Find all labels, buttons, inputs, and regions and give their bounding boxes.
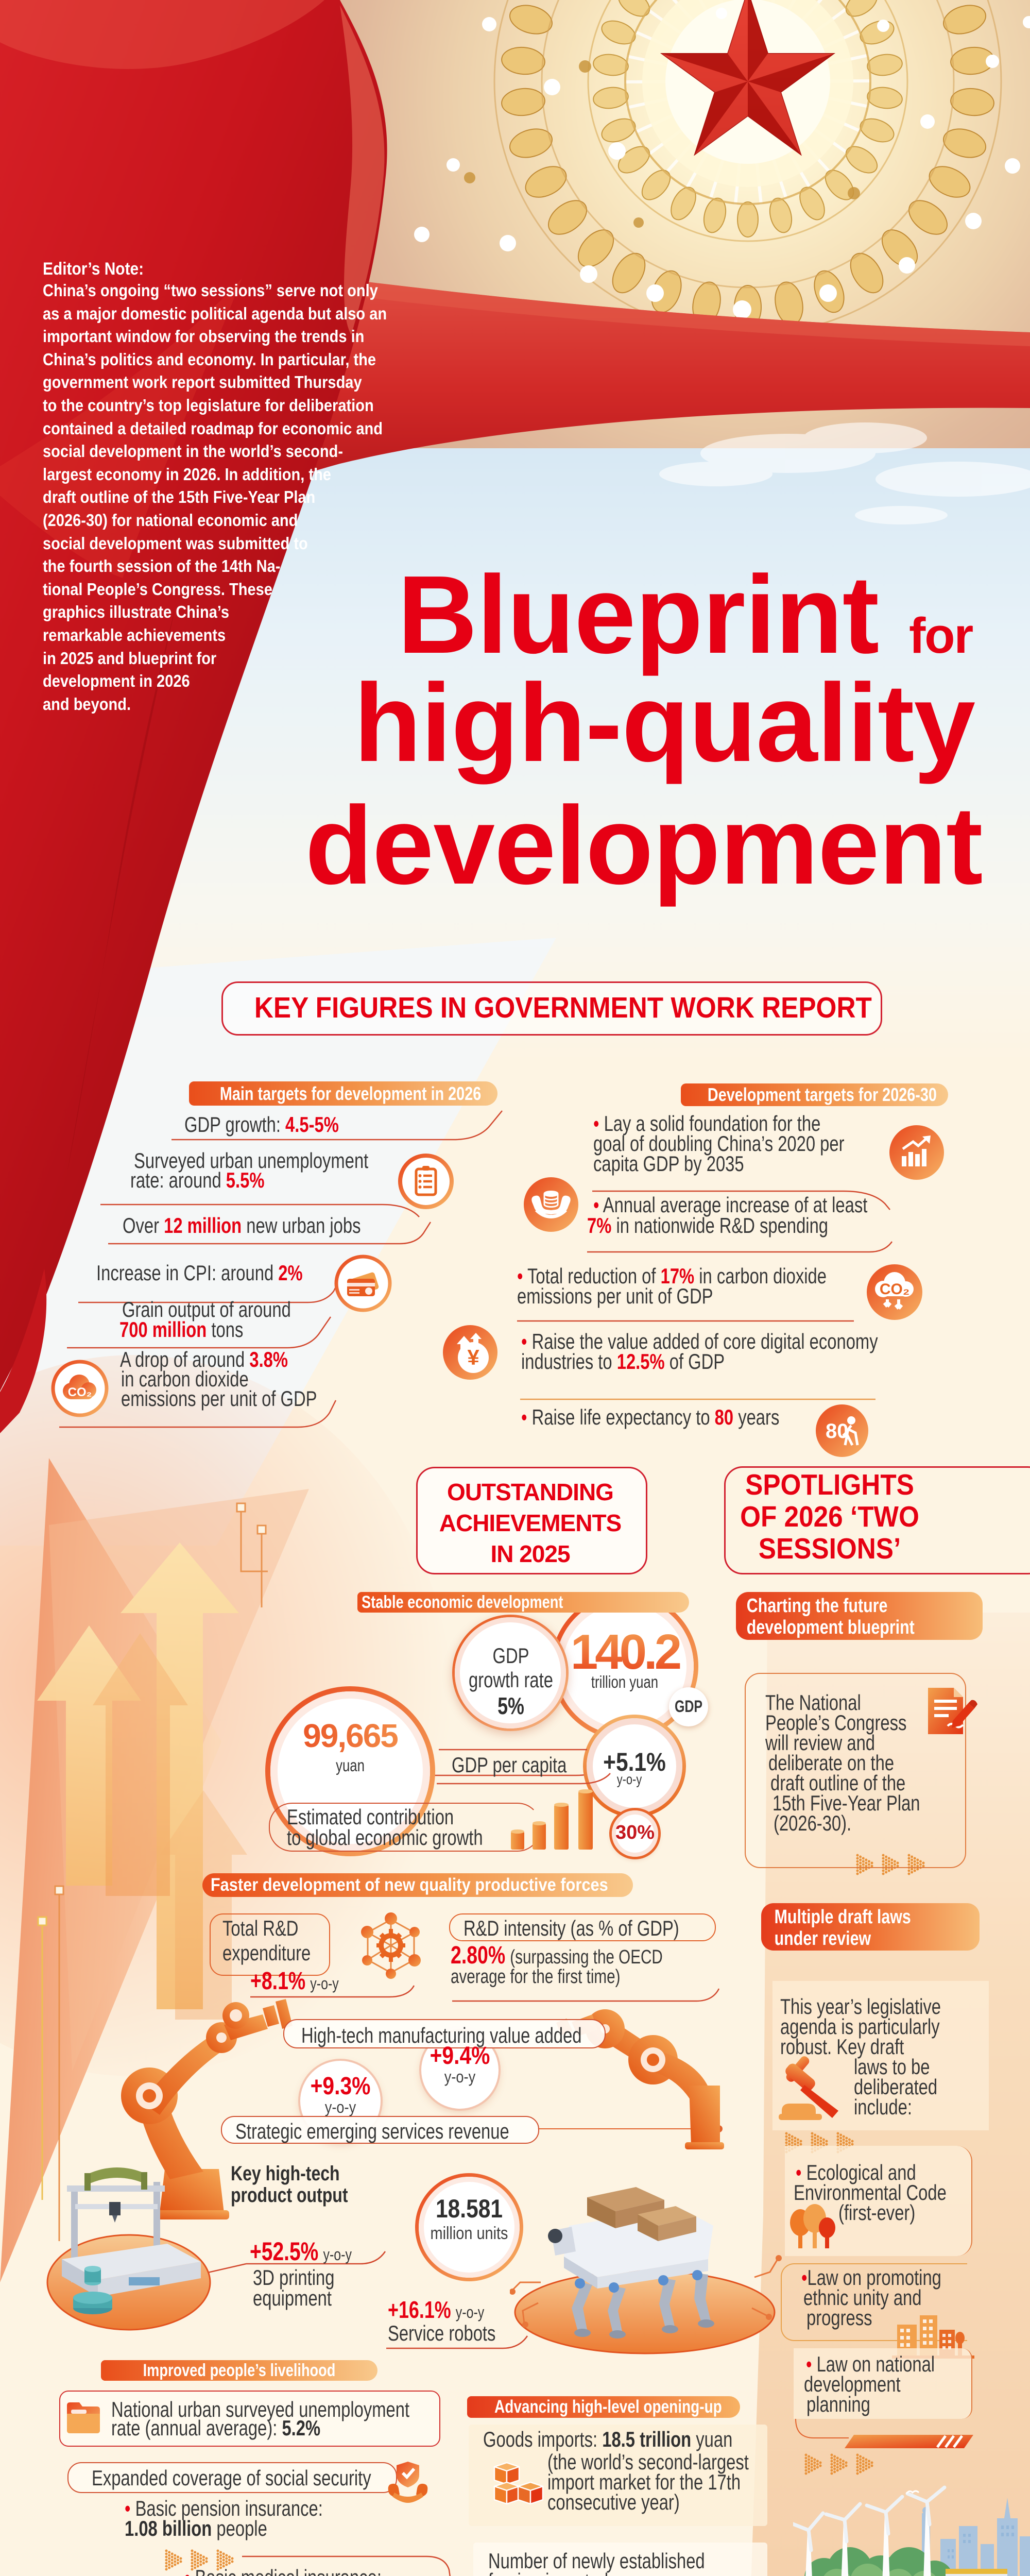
svg-text:¥: ¥ <box>467 1345 479 1369</box>
svg-text:CO₂: CO₂ <box>880 1281 909 1298</box>
svg-text:CO₂: CO₂ <box>68 1385 92 1399</box>
svg-text:80: 80 <box>826 1420 849 1443</box>
